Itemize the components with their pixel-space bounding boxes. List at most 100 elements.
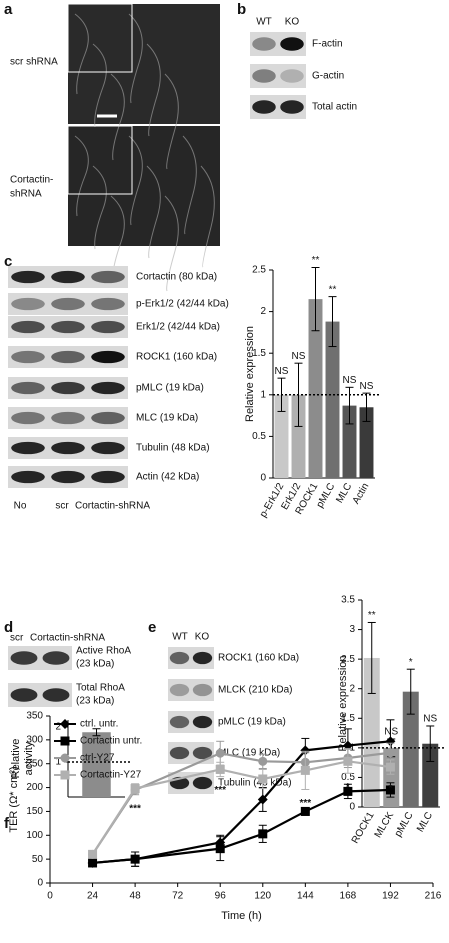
annotation: *** (214, 785, 226, 796)
significance-label: ** (312, 255, 320, 266)
error-bar (367, 621, 376, 694)
y-axis-label: activity (23, 741, 35, 775)
marker (258, 774, 268, 784)
cell-outline (164, 73, 179, 170)
cell-outline (182, 135, 197, 235)
significance-label: * (409, 657, 413, 668)
label: No (14, 501, 27, 512)
x-tick-label: MLCK (373, 810, 397, 840)
label: G-actin (312, 71, 344, 82)
cell-outline (200, 165, 215, 268)
label: Cortactin- (10, 175, 53, 186)
y-tick-label: 1.5 (341, 713, 355, 724)
label: MLC (19 kDa) (218, 748, 280, 759)
y-tick-label: 1 (260, 389, 266, 400)
label: ROCK1 (160 kDa) (136, 352, 217, 363)
blot-band (51, 381, 85, 395)
marker (258, 829, 268, 839)
y-tick-label: 2 (260, 306, 266, 317)
label: KO (195, 632, 210, 643)
error-bar (406, 668, 415, 715)
blot-band (11, 320, 45, 334)
label: pMLC (19 kDa) (136, 383, 204, 394)
blot-band (10, 651, 38, 665)
significance-label: NS (292, 351, 306, 362)
blot-band (192, 746, 213, 760)
label: Cortactin (80 kDa) (136, 272, 217, 283)
label: shRNA (10, 189, 42, 200)
label: p-Erk1/2 (42/44 kDa) (136, 299, 229, 310)
bar (82, 732, 111, 797)
panel-letter: c (4, 253, 12, 270)
cell-outline (74, 13, 89, 95)
blot-band (51, 350, 85, 364)
x-tick-label: 24 (87, 891, 99, 902)
y-tick-label: 200 (26, 782, 43, 793)
y-axis-label: TER (Ω* cm²) (8, 766, 20, 832)
x-tick-label: ROCK1 (350, 810, 377, 846)
significance-label: NS (275, 366, 289, 377)
y-tick-label: 0 (349, 802, 355, 813)
blot-band (42, 688, 70, 702)
blot-band (51, 320, 85, 334)
cell-outline (128, 135, 143, 226)
blot-band (51, 297, 85, 311)
blot-band (51, 411, 85, 425)
label: (23 kDa) (76, 696, 114, 707)
marker (300, 765, 310, 775)
blot-band (280, 37, 304, 51)
marker (215, 844, 225, 854)
panel-letter: e (148, 619, 156, 636)
marker (88, 858, 98, 868)
label: Erk1/2 (42/44 kDa) (136, 322, 220, 333)
bar (308, 299, 323, 478)
blot-band (91, 381, 125, 395)
bar (363, 657, 380, 807)
blot-band (51, 270, 85, 284)
bar (325, 321, 340, 478)
blot-band (51, 441, 85, 455)
y-axis-label: Relative expression (244, 326, 256, 422)
marker (60, 719, 70, 729)
legend-label: ctrl-Y27 (80, 753, 115, 764)
x-tick-label: Actin (351, 481, 372, 506)
label: Active RhoA (76, 646, 131, 657)
marker (385, 736, 396, 747)
label: KO (285, 17, 300, 28)
cell-outline (110, 73, 125, 161)
label: MLC (19 kDa) (136, 413, 198, 424)
annotation: *** (299, 798, 311, 809)
x-axis-label: Time (h) (221, 910, 262, 922)
y-tick-label: 100 (26, 830, 43, 841)
x-tick-label: MLC (415, 810, 435, 834)
inset (67, 125, 133, 195)
marker (60, 736, 70, 746)
label: MLCK (210 kDa) (218, 685, 292, 696)
significance-label: NS (360, 381, 374, 392)
blot-band (11, 297, 45, 311)
blot (168, 679, 214, 701)
significance-label: NS (384, 727, 398, 738)
y-tick-label: 2.5 (341, 654, 355, 665)
blot-band (169, 715, 190, 729)
error-bar (311, 267, 320, 332)
blot-band (169, 651, 190, 665)
y-tick-label: 0.5 (341, 772, 355, 783)
inset (67, 3, 133, 73)
y-tick-label: 250 (26, 758, 43, 769)
blot-band (11, 381, 45, 395)
marker (258, 756, 268, 766)
blot-band (11, 350, 45, 364)
x-tick-label: 216 (425, 891, 442, 902)
blot-band (91, 441, 125, 455)
label: Cortactin-shRNA (30, 633, 105, 644)
error-bar (345, 386, 354, 425)
label: Total actin (312, 102, 357, 113)
marker (343, 756, 353, 766)
panel-letter: d (4, 619, 13, 636)
x-tick-label: pMLC (393, 810, 416, 839)
marker (88, 849, 98, 859)
y-axis-label: Relative (10, 739, 22, 779)
y-tick-label: 50 (32, 854, 44, 865)
